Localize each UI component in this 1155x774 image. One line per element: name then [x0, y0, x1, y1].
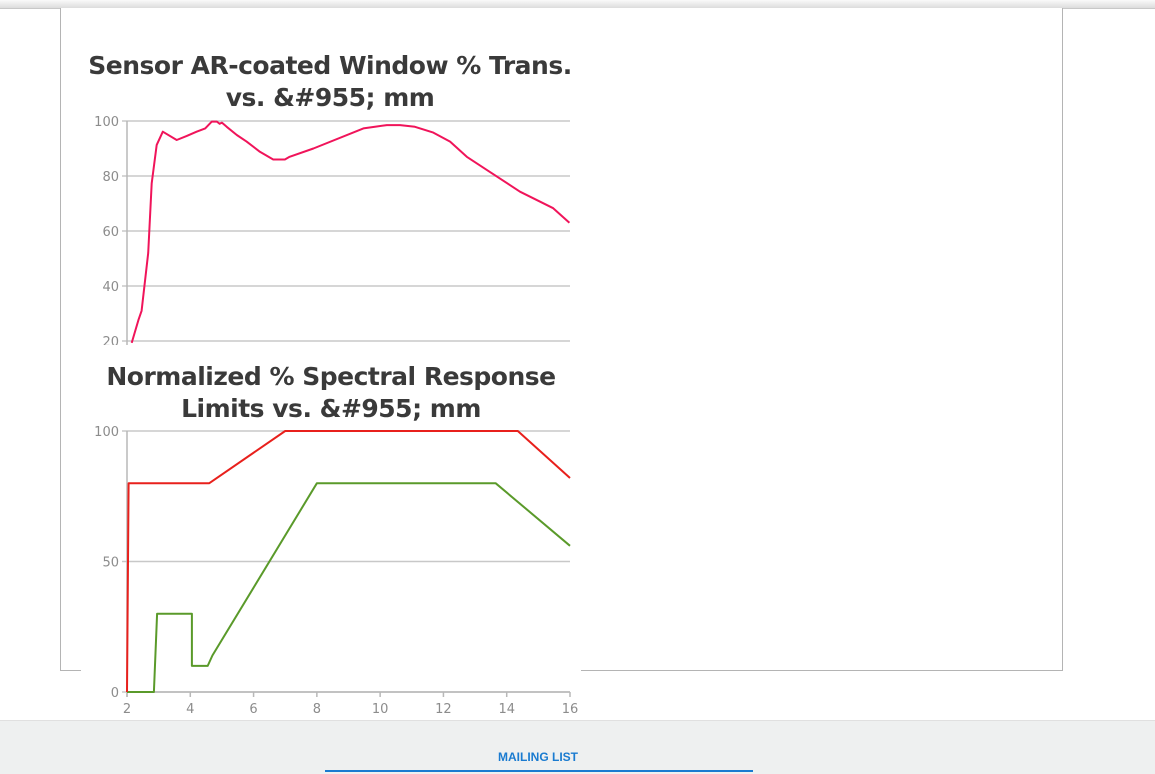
y-tick-label: 80	[102, 170, 119, 185]
x-tick-label: 8	[313, 702, 321, 717]
transmission-chart: Sensor AR-coated Window % Trans. vs. &#9…	[80, 30, 580, 345]
y-tick-label: 40	[102, 280, 119, 295]
y-tick-label: 20	[102, 335, 119, 345]
y-tick-label: 0	[111, 686, 119, 701]
x-tick-label: 2	[123, 702, 131, 717]
mailing-list-underline	[325, 770, 753, 772]
x-tick-label: 4	[186, 702, 194, 717]
x-tick-label: 12	[435, 702, 452, 717]
x-tick-label: 16	[562, 702, 579, 717]
x-tick-label: 14	[498, 702, 515, 717]
x-tick-label: 10	[372, 702, 389, 717]
spectral-response-chart: Normalized % Spectral Response Limits vs…	[81, 345, 581, 745]
x-tick-label: 6	[249, 702, 257, 717]
series-line-max	[126, 430, 571, 693]
spectral-response-plot: 050100246810121416MinMax	[94, 425, 579, 740]
chart-title: Normalized % Spectral Response Limits vs…	[106, 362, 556, 423]
y-tick-label: 50	[102, 556, 119, 571]
y-tick-label: 100	[94, 425, 119, 440]
y-tick-label: 60	[102, 225, 119, 240]
y-tick-label: 100	[94, 115, 119, 130]
footer	[0, 720, 1155, 774]
chart-title: Sensor AR-coated Window % Trans. vs. &#9…	[88, 51, 572, 112]
mailing-list-link[interactable]: MAILING LIST	[498, 750, 578, 764]
transmission-plot: 20 40 60 80 100	[94, 115, 571, 345]
series-line-min	[127, 482, 571, 693]
series-line-0	[130, 120, 571, 344]
